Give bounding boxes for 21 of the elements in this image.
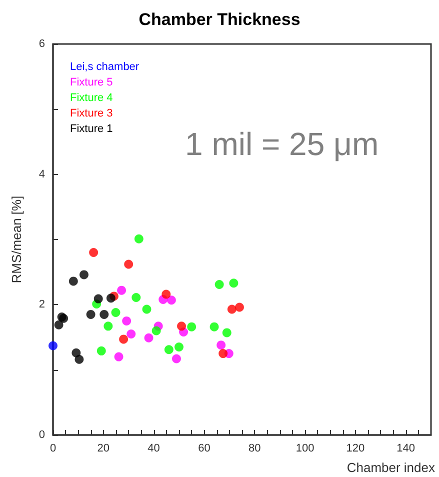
chart-title: Chamber Thickness (138, 10, 300, 29)
y-tick-label: 6 (38, 38, 45, 50)
text: Fixture 5 (70, 76, 113, 88)
x-tick-label: 120 (346, 442, 365, 454)
y-axis-title: RMS/mean [%] (9, 196, 24, 284)
text: Lei,s chamber (70, 61, 140, 73)
x-tick-label: 0 (50, 442, 56, 454)
x-tick-label: 140 (396, 442, 415, 454)
x-tick-label: 40 (148, 442, 160, 454)
x-tick-label: 20 (97, 442, 110, 454)
text: Fixture 1 (70, 123, 113, 135)
y-tick-label: 4 (38, 168, 45, 180)
x-tick-label: 60 (198, 442, 210, 454)
text: Fixture 4 (70, 92, 113, 104)
annotation: 1 mil = 25 μm (185, 126, 379, 162)
y-tick-label: 0 (38, 429, 45, 441)
x-tick-label: 100 (296, 442, 314, 454)
y-tick-label: 2 (38, 298, 45, 311)
x-tick-label: 80 (248, 442, 261, 454)
x-axis-title: Chamber index (346, 460, 436, 475)
text: Fixture 3 (70, 108, 113, 120)
